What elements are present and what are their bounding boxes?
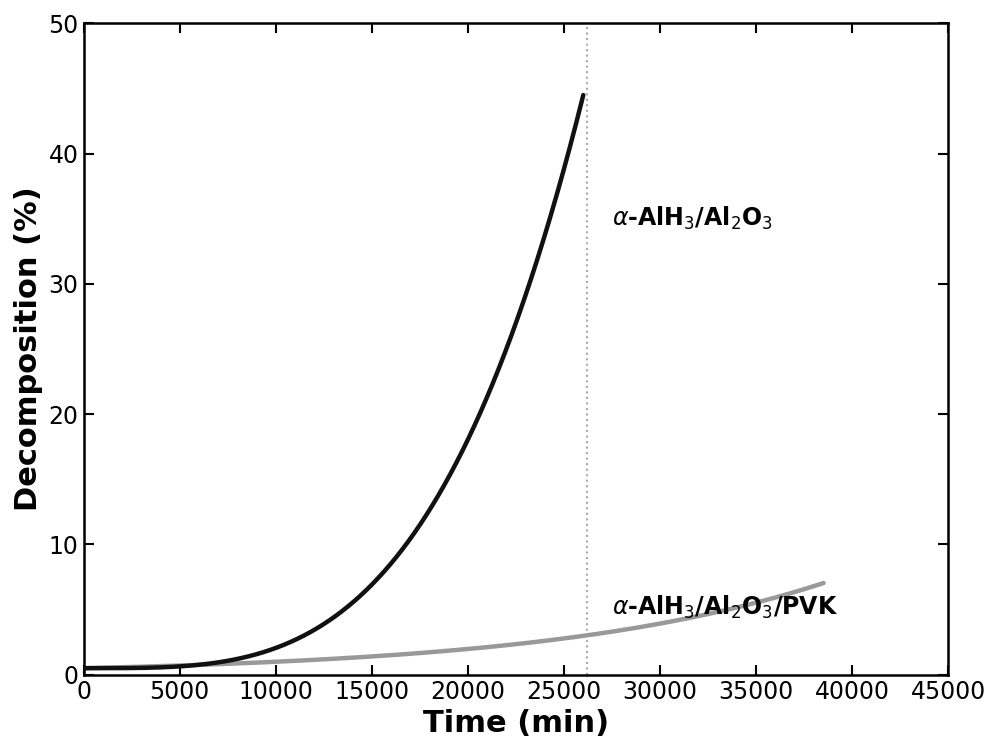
- Text: $\alpha$-AlH$_3$/Al$_2$O$_3$: $\alpha$-AlH$_3$/Al$_2$O$_3$: [612, 205, 773, 232]
- Text: $\alpha$-AlH$_3$/Al$_2$O$_3$/PVK: $\alpha$-AlH$_3$/Al$_2$O$_3$/PVK: [612, 593, 838, 620]
- X-axis label: Time (min): Time (min): [423, 709, 609, 738]
- Y-axis label: Decomposition (%): Decomposition (%): [14, 186, 43, 511]
